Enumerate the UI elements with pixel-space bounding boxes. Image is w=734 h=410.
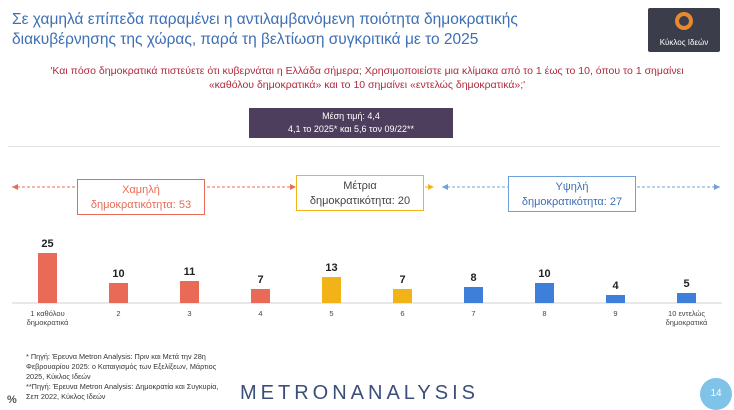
footnote-line-1: * Πηγή: Έρευνα Metron Analysis: Πριν και… <box>26 352 206 361</box>
category-label-10: 10 εντελώς δημοκρατικά <box>666 309 708 327</box>
value-labels: 25 10 11 7 13 7 8 10 4 5 <box>41 238 689 292</box>
value-label-6: 7 <box>399 274 405 286</box>
bar-1 <box>38 253 57 303</box>
value-label-5: 13 <box>325 262 337 274</box>
bar-8 <box>535 283 554 303</box>
bars <box>12 253 722 304</box>
value-label-3: 11 <box>184 266 196 278</box>
logo-ring-icon <box>675 12 693 30</box>
value-label-8: 10 <box>538 268 550 280</box>
footnote-line-4: **Πηγή: Έρευνα Metron Analysis: Δημοκρατ… <box>26 382 219 391</box>
question-line-2: «καθόλου δημοκρατικά» και το 10 σημαίνει… <box>208 79 526 91</box>
bar-7 <box>464 287 483 303</box>
footnotes: * Πηγή: Έρευνα Metron Analysis: Πριν και… <box>26 352 256 402</box>
value-label-2: 10 <box>112 268 124 280</box>
value-label-4: 7 <box>257 274 263 286</box>
group-low-box: Χαμηλή δημοκρατικότητα: 53 <box>77 179 205 215</box>
high-range-arrow <box>442 184 720 190</box>
bar-4 <box>251 289 270 303</box>
category-label-2: 2 <box>116 309 120 318</box>
bar-10 <box>677 293 696 303</box>
category-label-6: 6 <box>400 309 404 318</box>
footnote-line-2: Φεβρουαρίου 2025: ο Καταιγισμός των Εξελ… <box>26 362 217 371</box>
category-label-9: 9 <box>613 309 617 318</box>
group-low-line-1: Χαμηλή <box>122 184 160 196</box>
category-label-1: 1 καθόλου δημοκρατικά <box>27 309 69 327</box>
category-label-7: 7 <box>471 309 475 318</box>
title-line-2: διακυβέρνησης της χώρας, παρά τη βελτίωσ… <box>12 31 479 48</box>
page-title: Σε χαμηλά επίπεδα παραμένει η αντιλαμβαν… <box>12 10 612 50</box>
bar-6 <box>393 289 412 303</box>
bar-5 <box>322 277 341 303</box>
bar-3 <box>180 281 199 303</box>
group-low-line-2: δημοκρατικότητα: 53 <box>90 199 192 211</box>
value-label-10: 5 <box>683 278 689 290</box>
value-label-1: 25 <box>41 238 53 250</box>
mean-value-box: Μέση τιμή: 4,4 4,1 το 2025* και 5,6 τον … <box>249 108 453 138</box>
kyklos-ideon-logo: Κύκλος Ιδεών <box>648 8 720 52</box>
category-label-8: 8 <box>542 309 546 318</box>
group-mid-line-2: δημοκρατικότητα: 20 <box>309 195 411 207</box>
bar-9 <box>606 295 625 303</box>
chart-area <box>8 146 720 336</box>
value-label-7: 8 <box>470 272 476 284</box>
value-label-9: 4 <box>612 280 619 292</box>
mean-line-2: 4,1 το 2025* και 5,6 τον 09/22** <box>287 124 415 134</box>
question-line-1: 'Και πόσο δημοκρατικά πιστεύετε ότι κυβε… <box>50 65 684 77</box>
page-number-badge: 14 <box>700 378 732 410</box>
category-label-5: 5 <box>329 309 333 318</box>
metron-analysis-brand: METRONANALYSIS <box>240 382 479 404</box>
group-high-box: Υψηλή δημοκρατικότητα: 27 <box>508 176 636 212</box>
logo-name: Κύκλος Ιδεών <box>659 38 709 47</box>
group-high-line-1: Υψηλή <box>555 181 589 193</box>
bar-2 <box>109 283 128 303</box>
group-mid-line-1: Μέτρια <box>343 180 377 192</box>
category-label-3: 3 <box>187 309 191 318</box>
title-line-1: Σε χαμηλά επίπεδα παραμένει η αντιλαμβαν… <box>12 11 518 28</box>
category-label-4: 4 <box>258 309 262 318</box>
percent-symbol: % <box>7 394 17 406</box>
footnote-line-5: Σεπ 2022, Κύκλος Ιδεών <box>26 392 106 401</box>
category-labels: 1 καθόλου δημοκρατικά 2 3 4 5 6 7 8 9 10 εντελώς δη… <box>27 309 708 327</box>
group-high-line-2: δημοκρατικότητα: 27 <box>521 196 623 208</box>
footnote-line-3: 2025, Κύκλος Ιδεών <box>26 372 91 381</box>
survey-question: 'Και πόσο δημοκρατικά πιστεύετε ότι κυβε… <box>20 64 714 92</box>
mean-line-1: Μέση τιμή: 4,4 <box>322 111 380 121</box>
group-mid-box: Μέτρια δημοκρατικότητα: 20 <box>296 175 424 211</box>
